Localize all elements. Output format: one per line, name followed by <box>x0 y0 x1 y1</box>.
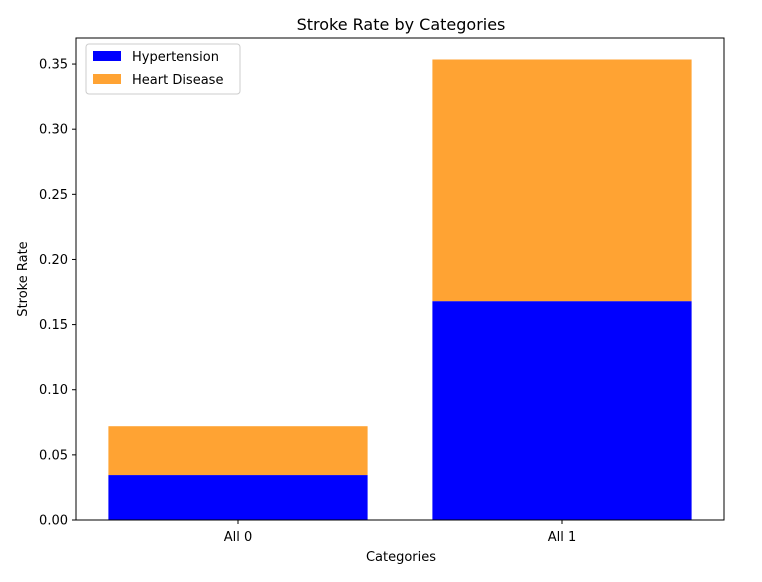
bars-layer <box>108 59 692 520</box>
x-axis: All 0 All 1 <box>224 520 577 545</box>
y-tick-label: 0.00 <box>39 514 68 529</box>
legend-box <box>85 43 241 95</box>
y-tick-label: 0.25 <box>39 188 68 203</box>
x-axis-label: Categories <box>366 550 436 565</box>
x-tick-label: All 0 <box>224 530 253 545</box>
legend-swatch-heart-disease <box>93 74 121 84</box>
legend-swatch-hypertension <box>93 51 121 61</box>
legend: Hypertension Heart Disease <box>85 43 241 95</box>
y-tick-label: 0.30 <box>39 123 68 138</box>
plot-frame <box>75 37 725 521</box>
x-tick-label: All 1 <box>548 530 577 545</box>
y-tick-label: 0.15 <box>39 318 68 333</box>
y-tick-label: 0.20 <box>39 253 68 268</box>
legend-label-heart-disease: Heart Disease <box>132 73 223 88</box>
bar-hypertension-all-1 <box>432 301 692 520</box>
legend-label-hypertension: Hypertension <box>132 50 219 65</box>
bar-heart-disease-all-1 <box>432 59 692 302</box>
bar-heart-disease-all-0 <box>108 426 368 476</box>
y-axis: 0.00 0.05 0.10 0.15 0.20 0.25 0.30 0.35 <box>39 58 76 529</box>
y-tick-label: 0.10 <box>39 383 68 398</box>
y-tick-label: 0.35 <box>39 58 68 73</box>
y-axis-label: Stroke Rate <box>16 241 31 316</box>
chart-title: Stroke Rate by Categories <box>297 15 506 34</box>
y-tick-label: 0.05 <box>39 448 68 463</box>
bar-hypertension-all-0 <box>108 475 368 520</box>
